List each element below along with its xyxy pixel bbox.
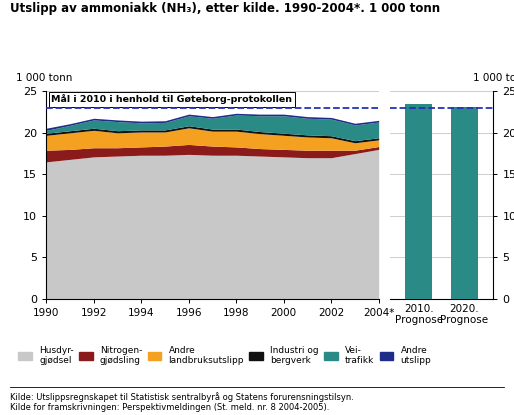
Text: 1 000 tonn: 1 000 tonn: [473, 73, 514, 83]
Bar: [406, 104, 432, 299]
Bar: [451, 107, 478, 299]
Text: Kilde: Utslippsregnskapet til Statistisk sentralbyrå og Statens forurensningstil: Kilde: Utslippsregnskapet til Statistisk…: [10, 392, 354, 402]
Text: Kilde for framskrivningen: Perspektivmeldingen (St. meld. nr. 8 2004-2005).: Kilde for framskrivningen: Perspektivmel…: [10, 403, 329, 413]
Text: Utslipp av ammoniakk (NH₃), etter kilde. 1990-2004*. 1 000 tonn: Utslipp av ammoniakk (NH₃), etter kilde.…: [10, 2, 440, 15]
Text: 1 000 tonn: 1 000 tonn: [16, 73, 72, 83]
Legend: Husdyr-
gjødsel, Nitrogen-
gjødsling, Andre
landbruksutslipp, Industri og
bergve: Husdyr- gjødsel, Nitrogen- gjødsling, An…: [15, 342, 435, 369]
Text: Mål i 2010 i henhold til Gøteborg-protokollen: Mål i 2010 i henhold til Gøteborg-protok…: [51, 95, 292, 104]
